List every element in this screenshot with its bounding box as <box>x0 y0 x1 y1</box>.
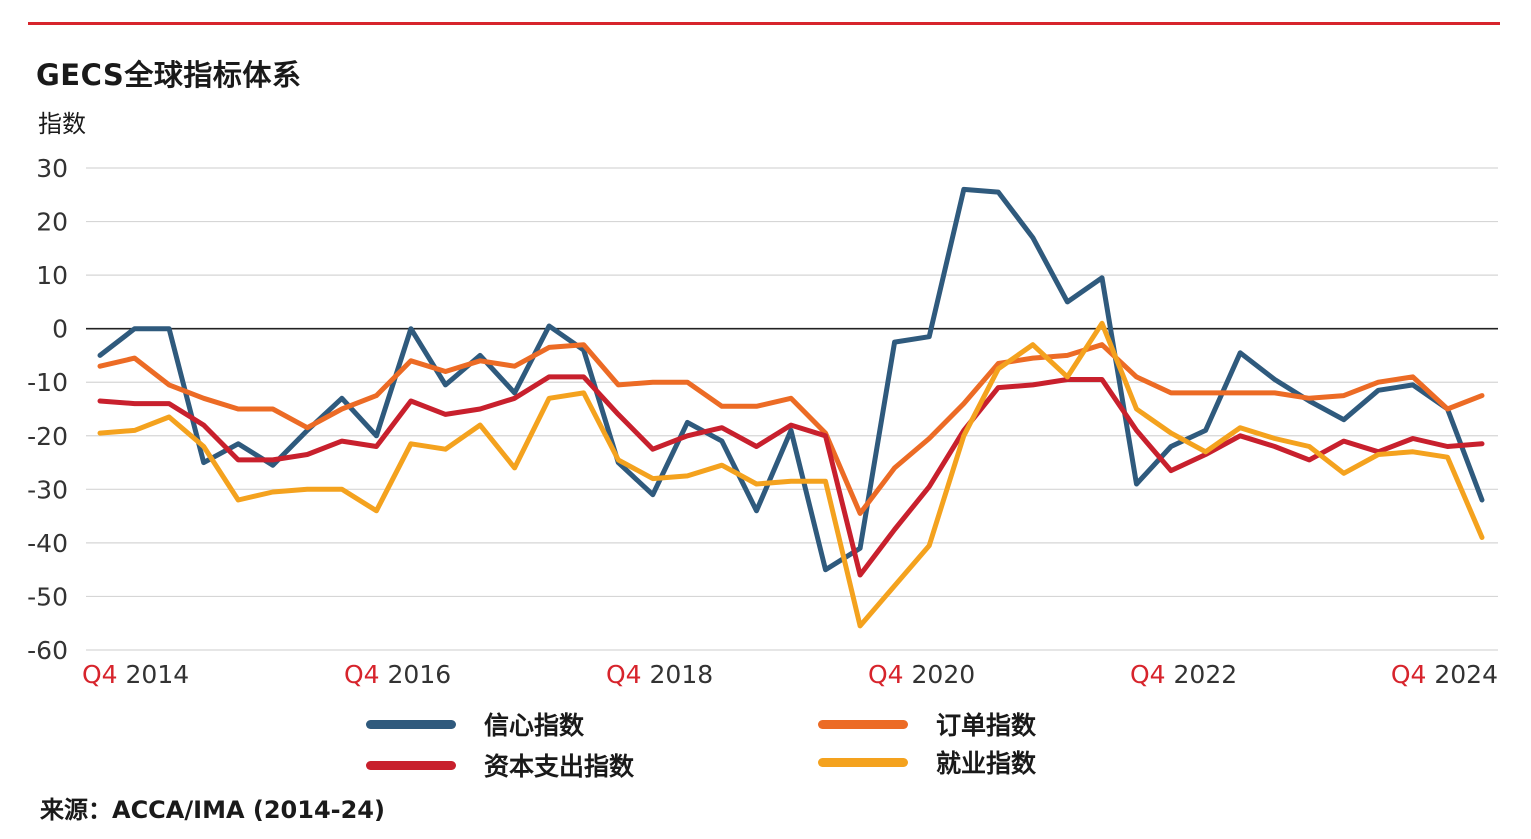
source-note: 来源：ACCA/IMA (2014-24) <box>40 796 385 824</box>
y-tick-label: -40 <box>27 529 68 558</box>
chart-title: GECS全球指标体系 <box>36 58 302 92</box>
y-tick-label: -60 <box>27 636 68 665</box>
y-tick-label: 10 <box>36 261 68 290</box>
y-tick-label: -30 <box>27 475 68 504</box>
y-axis-label: 指数 <box>38 110 86 138</box>
x-tick-label: Q4 2014 <box>82 660 189 689</box>
x-tick-label: Q4 2022 <box>1130 660 1237 689</box>
employment-line <box>97 320 1485 629</box>
y-tick-label: -20 <box>27 422 68 451</box>
y-tick-label: 30 <box>36 154 68 183</box>
confidence-line <box>97 186 1485 573</box>
top-rule <box>28 22 1500 25</box>
orders-line <box>97 342 1485 516</box>
x-tick-label: Q4 2020 <box>868 660 975 689</box>
y-tick-label: 20 <box>36 208 68 237</box>
x-tick-label: Q4 2024 <box>1391 660 1498 689</box>
capex-line <box>97 374 1485 578</box>
y-tick-label: -50 <box>27 582 68 611</box>
x-tick-label: Q4 2016 <box>344 660 451 689</box>
x-tick-label: Q4 2018 <box>606 660 713 689</box>
y-tick-label: 0 <box>52 315 68 344</box>
y-tick-label: -10 <box>27 368 68 397</box>
